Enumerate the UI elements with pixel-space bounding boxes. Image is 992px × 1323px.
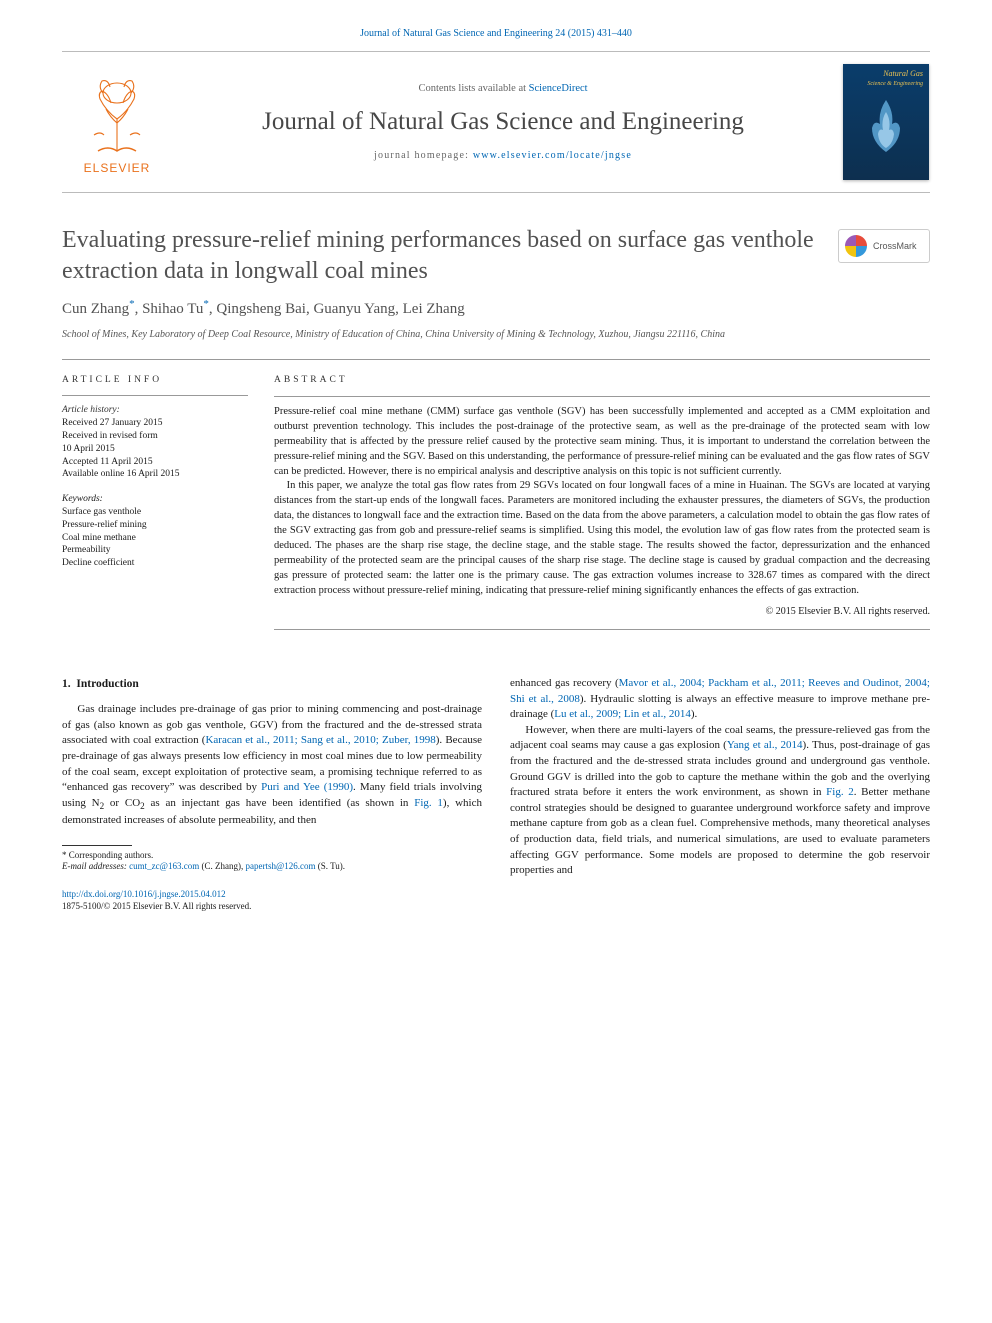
journal-homepage: journal homepage: www.elsevier.com/locat… bbox=[374, 150, 632, 161]
homepage-prefix: journal homepage: bbox=[374, 150, 473, 161]
history-2: 10 April 2015 bbox=[62, 443, 248, 456]
history-1: Received in revised form bbox=[62, 430, 248, 443]
corresponding-footnote: * Corresponding authors. E-mail addresse… bbox=[62, 845, 482, 873]
author-1: Shihao Tu bbox=[142, 301, 203, 317]
author-2: Qingsheng Bai bbox=[216, 301, 306, 317]
publisher-name: ELSEVIER bbox=[84, 161, 151, 175]
keyword-3: Permeability bbox=[62, 544, 248, 557]
masthead: ELSEVIER Contents lists available at Sci… bbox=[62, 51, 930, 193]
masthead-center: Contents lists available at ScienceDirec… bbox=[172, 52, 834, 192]
affiliation: School of Mines, Key Laboratory of Deep … bbox=[62, 328, 930, 341]
footnote-emails-prefix: E-mail addresses: bbox=[62, 861, 129, 871]
homepage-link[interactable]: www.elsevier.com/locate/jngse bbox=[473, 150, 632, 161]
history-0: Received 27 January 2015 bbox=[62, 417, 248, 430]
cover-flame-icon bbox=[864, 96, 908, 156]
body-text: 1. Introduction Gas drainage includes pr… bbox=[62, 676, 930, 879]
sciencedirect-link[interactable]: ScienceDirect bbox=[529, 83, 588, 94]
abstract-p0: Pressure-relief coal mine methane (CMM) … bbox=[274, 405, 930, 480]
contents-prefix: Contents lists available at bbox=[418, 83, 528, 94]
page-footer: http://dx.doi.org/10.1016/j.jngse.2015.0… bbox=[62, 889, 930, 912]
email-link-1[interactable]: papertsh@126.com bbox=[245, 861, 315, 871]
publisher-logo: ELSEVIER bbox=[62, 52, 172, 192]
crossmark-badge[interactable]: CrossMark bbox=[838, 229, 930, 263]
keyword-4: Decline coefficient bbox=[62, 557, 248, 570]
email-link-0[interactable]: cumt_zc@163.com bbox=[129, 861, 199, 871]
email-who-1: (S. Tu) bbox=[318, 861, 343, 871]
keyword-0: Surface gas venthole bbox=[62, 506, 248, 519]
cover-line1: Natural Gas bbox=[883, 69, 923, 78]
crossmark-label: CrossMark bbox=[873, 241, 917, 251]
elsevier-tree-icon bbox=[78, 73, 156, 159]
contents-line: Contents lists available at ScienceDirec… bbox=[418, 83, 587, 94]
body-p1: enhanced gas recovery (Mavor et al., 200… bbox=[510, 676, 930, 723]
author-4: Lei Zhang bbox=[403, 301, 465, 317]
keyword-2: Coal mine methane bbox=[62, 532, 248, 545]
body-p0: Gas drainage includes pre-drainage of ga… bbox=[62, 702, 482, 828]
abstract: ABSTRACT Pressure-relief coal mine metha… bbox=[274, 374, 930, 637]
abstract-heading: ABSTRACT bbox=[274, 374, 930, 387]
corr-mark-1: * bbox=[203, 298, 209, 310]
article-title: Evaluating pressure-relief mining perfor… bbox=[62, 225, 820, 286]
body-p2: However, when there are multi-layers of … bbox=[510, 723, 930, 879]
abstract-copyright: © 2015 Elsevier B.V. All rights reserved… bbox=[274, 605, 930, 619]
corr-mark-0: * bbox=[129, 298, 135, 310]
email-who-0: (C. Zhang) bbox=[201, 861, 241, 871]
cover-image: Natural Gas Science & Engineering bbox=[843, 64, 929, 180]
cover-line2: Science & Engineering bbox=[867, 81, 923, 87]
keyword-1: Pressure-relief mining bbox=[62, 519, 248, 532]
abstract-p1: In this paper, we analyze the total gas … bbox=[274, 479, 930, 598]
footnote-marker: * Corresponding authors. bbox=[62, 850, 482, 862]
top-citation: Journal of Natural Gas Science and Engin… bbox=[62, 28, 930, 39]
issn-copyright: 1875-5100/© 2015 Elsevier B.V. All right… bbox=[62, 901, 251, 911]
journal-cover: Natural Gas Science & Engineering bbox=[834, 52, 930, 192]
history-4: Available online 16 April 2015 bbox=[62, 468, 248, 481]
section-heading: 1. Introduction bbox=[62, 676, 482, 692]
authors: Cun Zhang*, Shihao Tu*, Qingsheng Bai, G… bbox=[62, 298, 930, 318]
keywords-heading: Keywords: bbox=[62, 493, 248, 506]
article-info: ARTICLE INFO Article history: Received 2… bbox=[62, 374, 248, 637]
doi-link[interactable]: http://dx.doi.org/10.1016/j.jngse.2015.0… bbox=[62, 889, 226, 899]
author-0: Cun Zhang bbox=[62, 301, 129, 317]
article-info-heading: ARTICLE INFO bbox=[62, 374, 248, 387]
author-3: Guanyu Yang bbox=[313, 301, 395, 317]
history-heading: Article history: bbox=[62, 404, 248, 417]
crossmark-icon bbox=[845, 235, 867, 257]
history-3: Accepted 11 April 2015 bbox=[62, 456, 248, 469]
journal-title: Journal of Natural Gas Science and Engin… bbox=[262, 108, 744, 136]
